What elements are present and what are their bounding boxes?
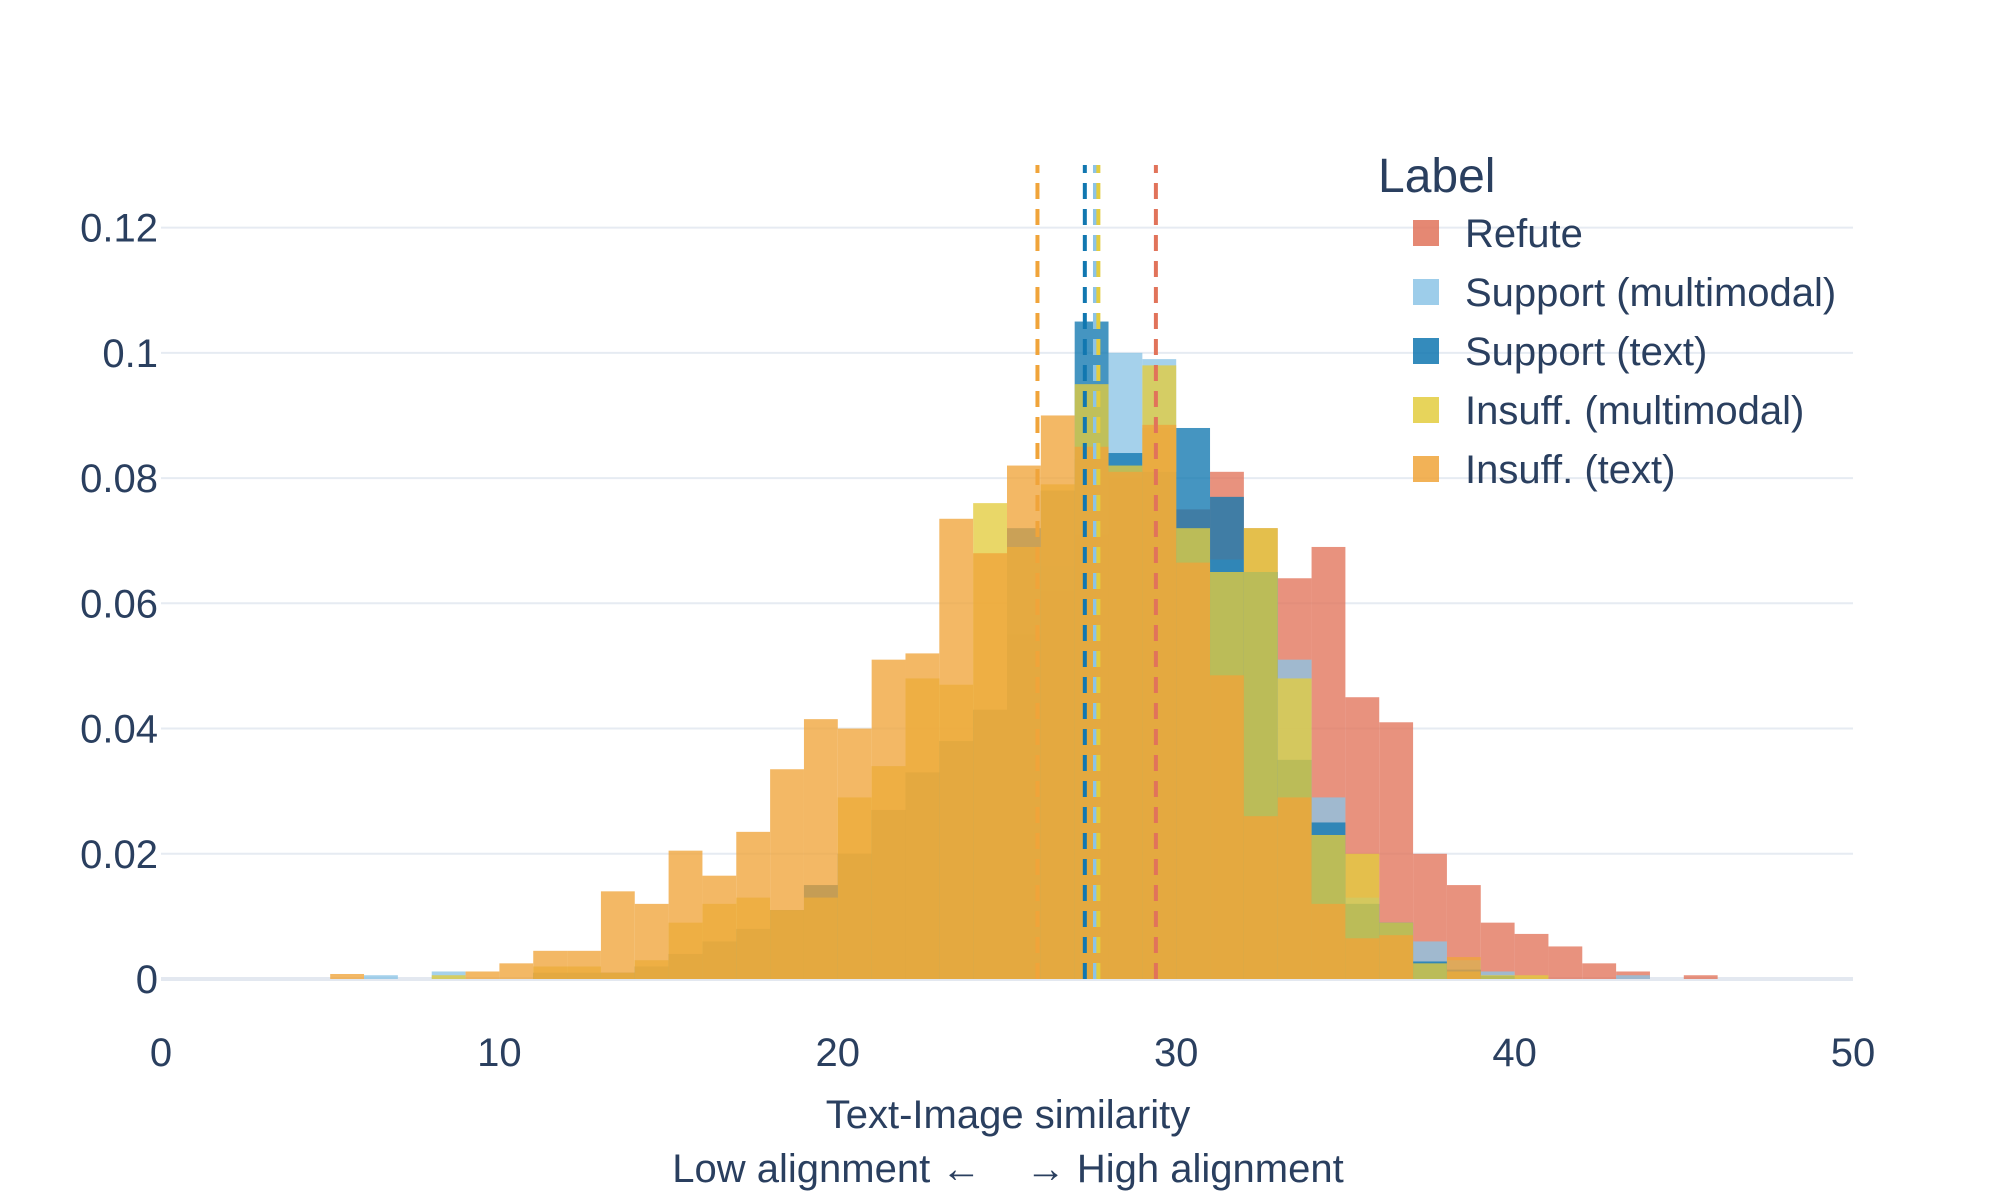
histogram-bar	[1514, 933, 1549, 979]
histogram-bar	[837, 728, 872, 979]
histogram-bar	[803, 719, 838, 979]
histogram-bar	[431, 971, 466, 979]
histogram-bar	[1616, 971, 1650, 979]
histogram-bar	[634, 903, 669, 979]
y-tick-label: 0.06	[80, 582, 158, 626]
histogram-bar	[905, 653, 940, 979]
y-tick-label: 0.02	[80, 833, 158, 877]
histogram-bar	[330, 973, 365, 979]
legend-swatch	[1413, 279, 1439, 305]
axes: 0 0.02 0.04 0.06 0.08 0.1 0.12 0 10 20 30 40 50	[80, 207, 1875, 1075]
x-axis-title: Text-Image similarity	[826, 1093, 1191, 1137]
histogram-bar	[736, 831, 771, 979]
histogram-bar	[1480, 975, 1515, 979]
x-tick-label: 50	[1831, 1031, 1876, 1075]
histogram-bar	[1311, 903, 1346, 979]
histogram-bar	[1683, 975, 1718, 979]
legend-swatch	[1413, 338, 1439, 364]
histogram-bar	[533, 950, 568, 979]
y-tick-label: 0.08	[80, 457, 158, 501]
legend-item-label: Support (multimodal)	[1465, 271, 1836, 315]
histogram-bar	[1040, 415, 1075, 979]
histogram-bar	[1243, 816, 1278, 979]
histogram-bar	[1142, 424, 1177, 979]
y-tick-label: 0.12	[80, 207, 158, 251]
legend-item-label: Insuff. (multimodal)	[1465, 389, 1804, 433]
legend-item-label: Support (text)	[1465, 330, 1707, 374]
histogram-bar	[1616, 975, 1650, 979]
legend-swatch	[1413, 397, 1439, 423]
histogram-bar	[499, 963, 534, 979]
x-tick-label: 20	[816, 1031, 861, 1075]
legend-swatch	[1413, 456, 1439, 482]
mean-lines	[1035, 165, 1158, 979]
histogram-bar	[1007, 465, 1041, 979]
legend-title: Label	[1378, 150, 1495, 203]
x-tick-label: 10	[477, 1031, 522, 1075]
histogram-bars	[330, 321, 1718, 980]
histogram-bar	[465, 971, 500, 979]
histogram-bar	[567, 950, 601, 979]
histogram-bar	[871, 659, 906, 979]
histogram-bar	[1548, 946, 1583, 979]
histogram-bar	[1176, 562, 1211, 979]
histogram-bar	[1210, 675, 1244, 979]
histogram-bar	[1345, 938, 1380, 979]
histogram-bar	[1379, 935, 1414, 979]
histogram-bar	[770, 769, 804, 979]
y-tick-label: 0.1	[102, 332, 158, 376]
legend-swatch	[1413, 220, 1439, 246]
histogram-bar	[1480, 922, 1515, 979]
histogram-bar	[702, 875, 737, 979]
x-axis-subtitle: Low alignment ← → High alignment	[672, 1147, 1343, 1191]
legend-item-label: Insuff. (text)	[1465, 448, 1675, 492]
histogram-bar	[939, 518, 974, 979]
histogram-bar	[1074, 446, 1109, 979]
histogram-bar	[1582, 963, 1617, 979]
histogram-bar	[668, 850, 703, 979]
x-tick-label: 0	[150, 1031, 172, 1075]
histogram-bar	[600, 891, 635, 979]
y-tick-label: 0	[136, 958, 158, 1002]
legend-items: Refute Support (multimodal) Support (text)…	[1413, 212, 1836, 492]
histogram-bar	[1514, 975, 1549, 979]
x-tick-label: 40	[1492, 1031, 1537, 1075]
x-tick-label: 30	[1154, 1031, 1199, 1075]
histogram-bar	[364, 975, 398, 979]
series-group	[330, 415, 1481, 979]
legend: Label Refute Support (multimodal) Support …	[1378, 150, 1836, 492]
histogram-bar	[1413, 963, 1447, 979]
histogram-bar	[1108, 471, 1143, 979]
y-tick-label: 0.04	[80, 708, 158, 752]
histogram-bar	[1446, 957, 1481, 979]
histogram-bar	[1277, 797, 1312, 979]
histogram-bar	[431, 975, 466, 979]
histogram-bar	[973, 553, 1007, 979]
histogram-bar	[1480, 971, 1515, 979]
legend-item-label: Refute	[1465, 212, 1583, 256]
